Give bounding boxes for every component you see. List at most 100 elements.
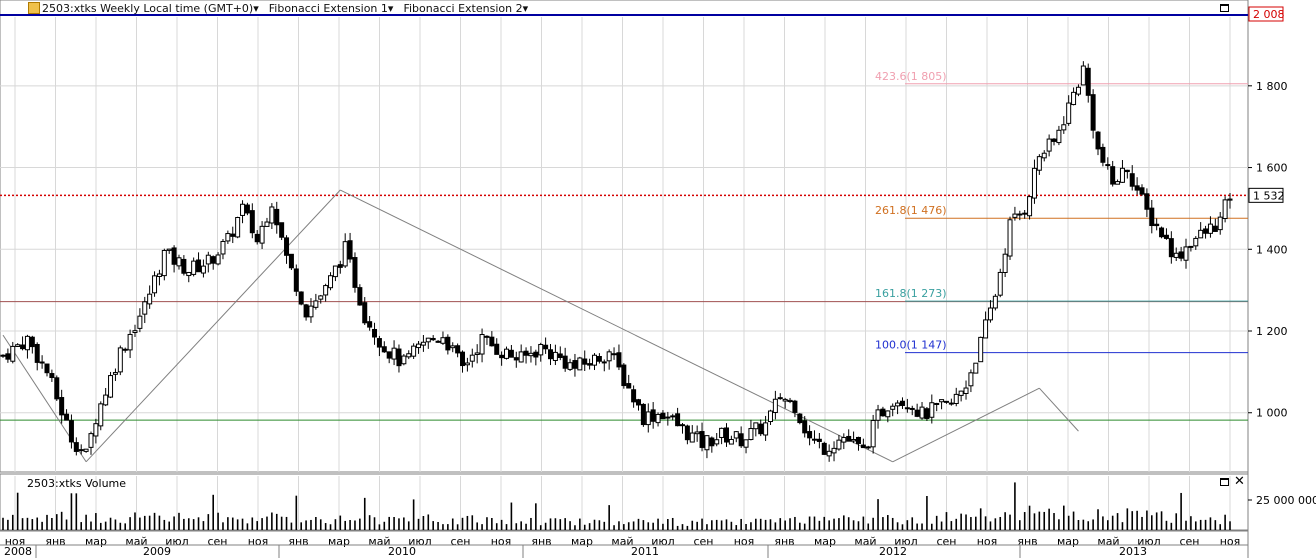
candle-body [200,265,206,274]
candle-body [792,400,798,413]
candle-body [831,447,837,454]
candle-body [577,357,583,371]
fib-extension-2-menu[interactable]: Fibonacci Extension 2▾ [403,2,528,15]
candle-body [352,257,358,288]
candle-body [939,399,945,403]
candle-body [127,333,133,351]
candle-body [191,260,197,275]
candle-body [240,203,246,216]
price-tick-label: 1 200 [1256,325,1288,338]
candle-body [1149,207,1155,227]
month-tick-label: янв [531,535,551,548]
chart-app-icon[interactable] [28,2,40,14]
month-tick-label: май [1097,535,1119,548]
year-tick-label: 2011 [631,545,659,558]
candle-body [73,442,79,452]
month-tick-label: ноя [491,535,512,548]
candle-body [504,348,510,359]
candle-body [679,424,685,427]
fib-swing-line [1038,387,1079,432]
candle-body [885,410,891,418]
candle-body [303,304,309,318]
fib-level-label: 100.0(1 147) [875,339,947,352]
candle-body [93,423,99,437]
candle-body [381,346,387,353]
maximize-price-pane-icon[interactable] [1220,4,1229,12]
candle-body [406,353,412,358]
candle-body [635,399,641,406]
fib-extension-1-menu[interactable]: Fibonacci Extension 1▾ [269,2,394,15]
candle-body [723,427,729,443]
close-volume-pane-icon[interactable]: ✕ [1234,474,1245,489]
candle-body [103,394,109,406]
fib-swing-line [85,189,341,463]
candle-body [264,221,270,227]
candle-body [777,397,783,400]
candle-body [332,265,338,278]
candle-body [274,208,280,226]
month-tick-label: сен [1179,535,1199,548]
candle-body [235,217,241,238]
candle-body [1031,167,1037,199]
candle-body [860,444,866,449]
candle-body [821,442,827,455]
candle-body [489,336,495,347]
candle-body [161,249,167,277]
candle-body [1061,124,1067,131]
candle-body [1178,251,1184,259]
candle-body [176,257,182,267]
candle-body [337,264,343,268]
candle-body [909,407,915,410]
candle-body [1075,86,1081,95]
candle-body [552,351,558,361]
maximize-volume-pane-icon[interactable] [1220,478,1229,486]
candle-body [484,335,490,338]
candle-body [10,345,16,362]
candle-body [225,233,231,242]
candle-body [846,435,852,442]
candle-body [670,415,676,418]
candle-body [1198,229,1204,239]
candle-body [953,393,959,405]
year-tick-label: 2008 [4,545,32,558]
price-tick-label: 1 000 [1256,407,1288,420]
fib-level-label: 161.8(1 273) [875,287,947,300]
candle-body [743,439,749,448]
candle-body [1071,91,1077,106]
candle-body [997,271,1003,296]
candle-body [772,398,778,413]
candle-body [279,222,285,238]
candle-body [1022,212,1028,215]
candle-body [694,431,700,435]
candle-body [122,348,128,351]
year-tick-label: 2012 [879,545,907,558]
candle-body [1207,223,1213,234]
candle-body [1144,193,1150,210]
candle-body [870,419,876,448]
candle-body [372,328,378,338]
month-tick-label: ноя [977,535,998,548]
candle-body [596,356,602,362]
candle-body [728,438,734,445]
candle-body [606,351,612,362]
candle-body [1115,181,1121,185]
candle-body [934,402,940,405]
candle-body [968,372,974,387]
candle-body [132,330,138,333]
candle-body [836,439,842,450]
candle-body [323,285,329,296]
candle-body [137,315,143,329]
candle-body [1095,131,1101,150]
month-tick-label: май [854,535,876,548]
candle-body [655,413,661,424]
candle-body [64,413,70,421]
candle-body [88,433,94,448]
candle-body [1066,102,1072,124]
candle-body [450,345,456,349]
symbol-title[interactable]: 2503:xtks Weekly Local time (GMT+0)▾ [42,2,259,15]
candle-body [587,363,593,366]
candle-body [572,360,578,369]
candle-body [386,351,392,359]
